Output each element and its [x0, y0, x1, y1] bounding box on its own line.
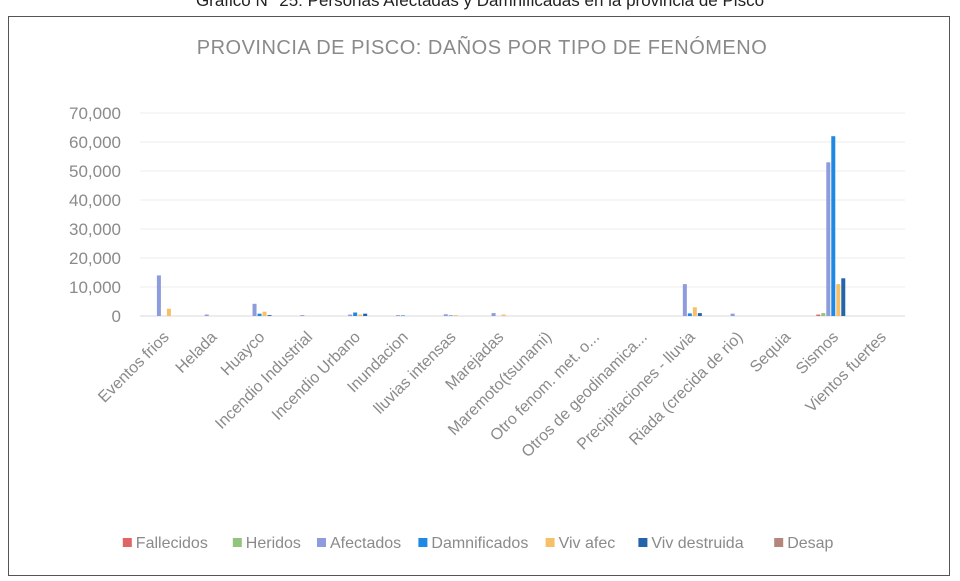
bar-viv-afec: [501, 314, 506, 316]
y-tick-label: 10,000: [69, 278, 121, 297]
legend-label: Fallecidos: [136, 535, 208, 552]
bar-afectados: [826, 162, 831, 316]
legend-swatch: [774, 538, 784, 547]
y-axis-ticks: 0 10,000 20,000 30,000 40,000 50,000 60,000 70,…: [69, 104, 121, 326]
bars: [156, 136, 846, 316]
page-caption: Gráfico N° 25: Personas Afectadas y Damn…: [0, 0, 960, 16]
bar-viv-destruida: [697, 313, 702, 316]
legend-label: Viv destruida: [651, 535, 743, 552]
chart-frame: [8, 16, 950, 576]
x-tick-label: Sequia: [747, 329, 794, 376]
x-tick-label: lluvias intensas: [371, 329, 460, 418]
legend-swatch: [232, 538, 242, 547]
bar-damnificados: [257, 313, 262, 316]
x-tick-label: Sismos: [793, 329, 842, 378]
y-tick-label: 40,000: [69, 191, 121, 210]
bar-viv-afec: [262, 311, 267, 316]
y-tick-label: 30,000: [69, 220, 121, 239]
y-tick-label: 0: [112, 307, 121, 326]
legend-label: Heridos: [246, 535, 301, 552]
bar-damnificados: [687, 313, 692, 316]
legend-label: Viv afec: [559, 535, 616, 552]
bar-viv-afec: [358, 314, 363, 316]
bar-damnificados: [448, 315, 453, 316]
bar-viv-afec: [166, 308, 171, 316]
bar-damnificados: [353, 312, 358, 316]
bar-damnificados: [831, 136, 836, 316]
legend-swatch: [122, 538, 132, 547]
bar-afectados: [252, 303, 257, 316]
y-tick-label: 20,000: [69, 249, 121, 268]
bar-fallecidos: [816, 314, 821, 316]
legend-swatch: [638, 538, 648, 547]
bar-viv-destruida: [267, 315, 272, 316]
y-tick-label: 50,000: [69, 162, 121, 181]
legend-label: Afectados: [330, 535, 401, 552]
y-tick-label: 70,000: [69, 104, 121, 123]
bar-afectados: [348, 314, 353, 316]
chart-title: PROVINCIA DE PISCO: DAÑOS POR TIPO DE FE…: [197, 35, 768, 59]
bar-afectados: [300, 315, 305, 316]
page-caption-text: Gráfico N° 25: Personas Afectadas y Damn…: [195, 0, 765, 10]
x-tick-label: Eventos frios: [95, 329, 172, 406]
x-tick-label: Helada: [173, 329, 221, 377]
legend: Fallecidos Heridos Afectados Damnificados Vi…: [122, 535, 834, 552]
bar-viv-afec: [692, 307, 697, 316]
bar-damnificados: [400, 315, 405, 316]
bar-afectados: [204, 314, 209, 316]
legend-label: Desap: [787, 535, 833, 552]
gridlines: [140, 112, 905, 317]
legend-label: Damnificados: [431, 535, 528, 552]
bar-viv-destruida: [363, 313, 368, 316]
legend-swatch: [545, 538, 555, 547]
bar-afectados: [491, 313, 496, 316]
legend-swatch: [418, 538, 428, 547]
x-tick-label: Incendio Urbano: [269, 329, 364, 424]
y-tick-label: 60,000: [69, 133, 121, 152]
bar-afectados: [156, 275, 161, 316]
bar-afectados: [682, 284, 687, 316]
bar-afectados: [443, 314, 448, 316]
bar-heridos: [821, 313, 826, 316]
bar-viv-afec: [836, 284, 841, 316]
bar-viv-afec: [453, 315, 458, 316]
bar-afectados: [730, 313, 735, 316]
bar-viv-destruida: [841, 278, 846, 316]
bar-afectados: [395, 315, 400, 316]
legend-swatch: [317, 538, 326, 547]
